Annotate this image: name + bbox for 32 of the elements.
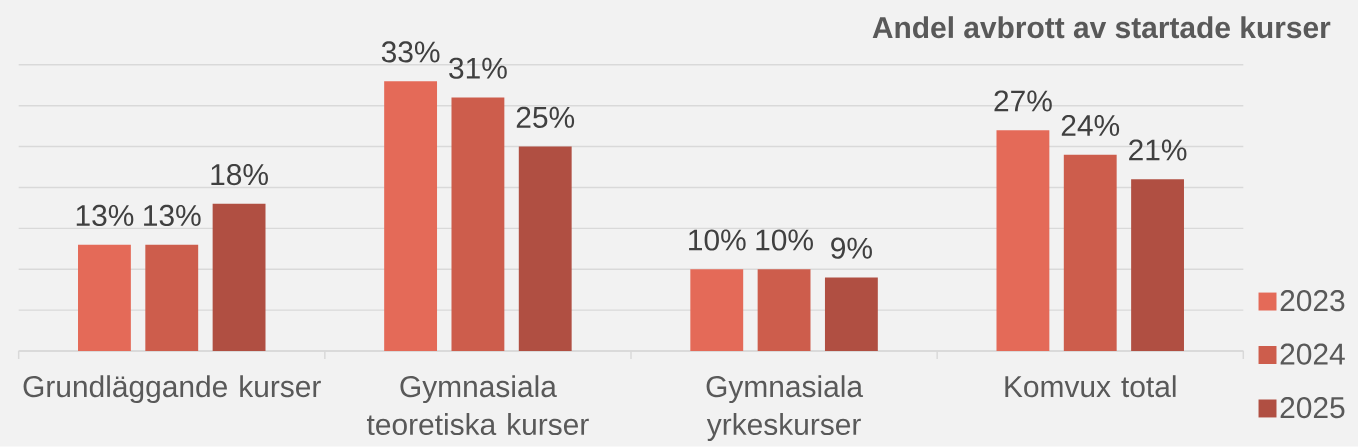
data-label: 13% [144, 204, 201, 227]
data-label: 27% [994, 90, 1052, 112]
bar [1131, 179, 1184, 352]
bar [78, 244, 131, 352]
bar [212, 203, 266, 352]
data-label: 18% [211, 164, 268, 186]
x-tick-label: Komvux total [1005, 375, 1176, 398]
data-label: 10% [756, 229, 813, 251]
data-label: 21% [1129, 139, 1187, 161]
bar [518, 146, 572, 352]
legend-label: 2025 [1280, 397, 1345, 419]
data-label: 31% [449, 57, 507, 79]
legend-label: 2024 [1280, 343, 1345, 365]
bar [451, 97, 505, 352]
bar [384, 81, 438, 352]
x-tick-label: Grundläggande kurser [23, 375, 321, 404]
x-tick-label: Gymnasiala teoretiska kurser [366, 375, 589, 436]
chart-title: Andel avbrott av startade kurser [872, 16, 1331, 39]
bar [690, 269, 744, 352]
legend-label: 2023 [1280, 290, 1345, 312]
data-label: 25% [516, 106, 575, 129]
bar [757, 269, 811, 352]
data-label: 24% [1061, 115, 1120, 137]
bar [145, 244, 199, 352]
data-label: 10% [689, 229, 746, 251]
bar [824, 277, 878, 352]
x-tick-label: Gymnasiala yrkeskurser [706, 375, 864, 442]
bar [996, 130, 1050, 352]
bar [1063, 154, 1117, 352]
data-label: 33% [381, 41, 440, 63]
data-label: 9% [831, 237, 872, 259]
data-label: 13% [76, 204, 134, 227]
